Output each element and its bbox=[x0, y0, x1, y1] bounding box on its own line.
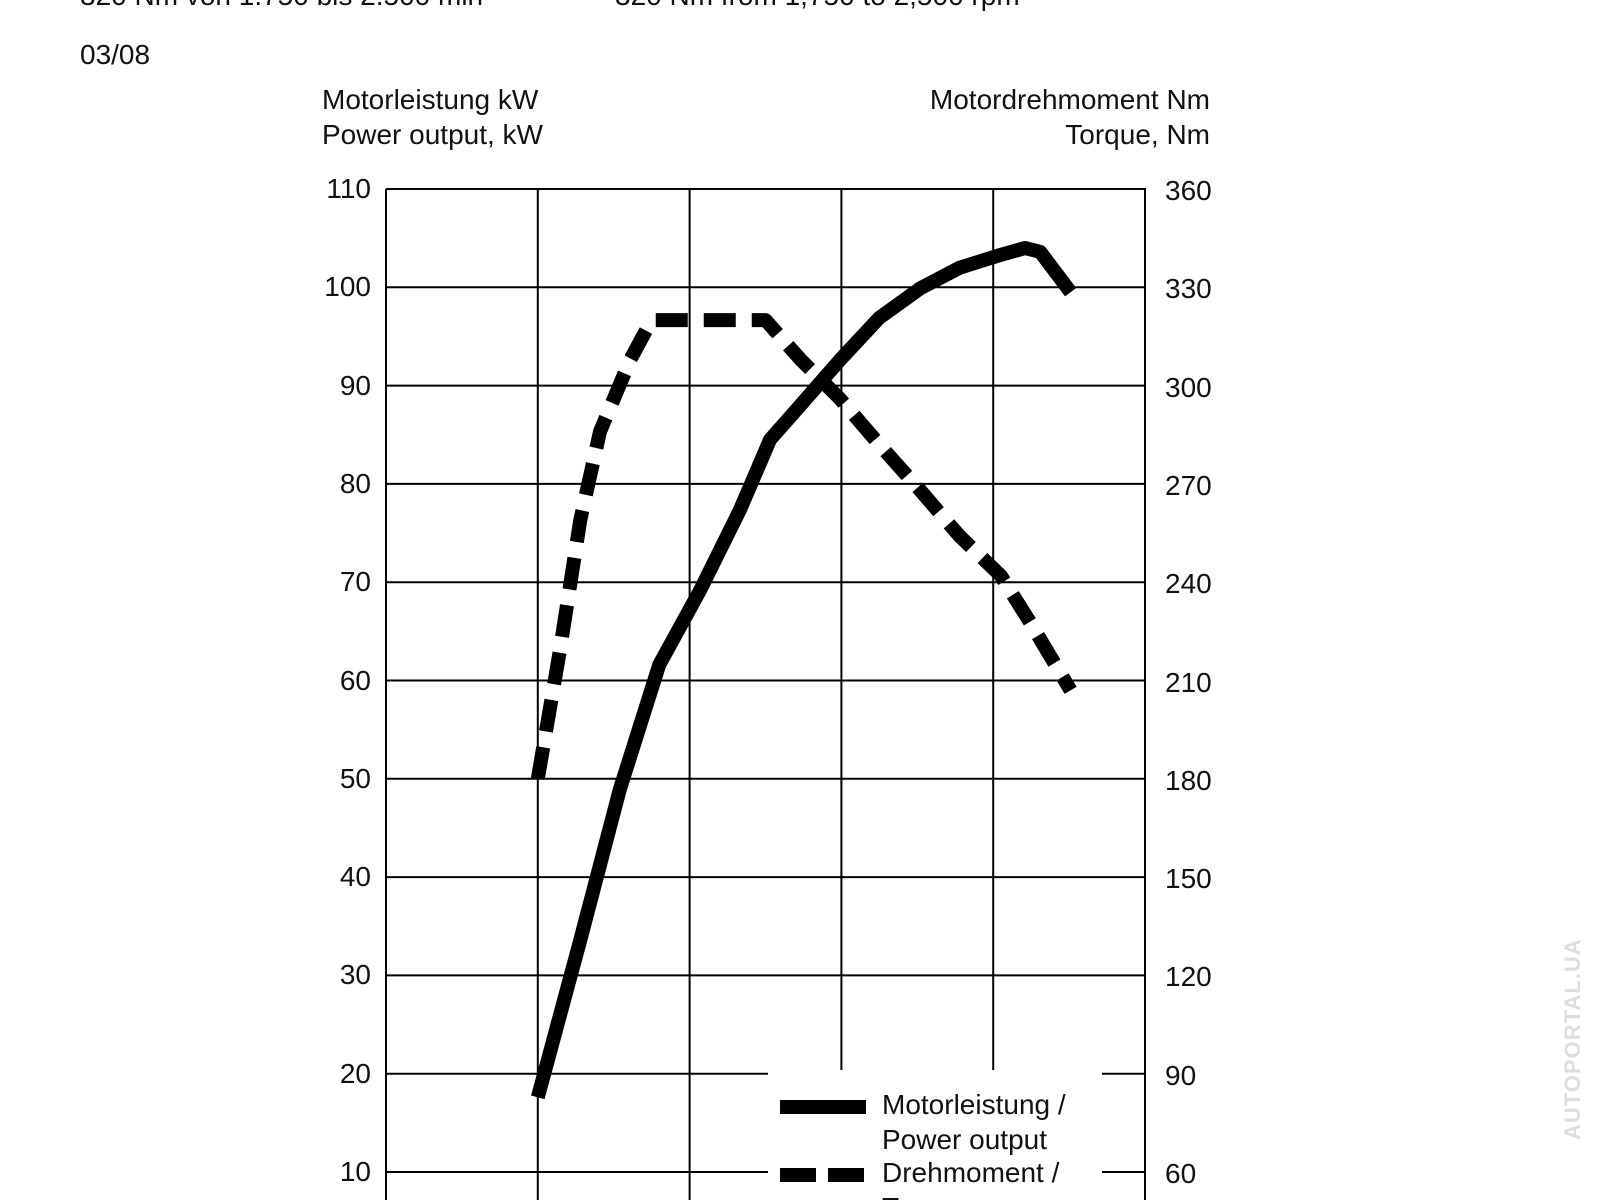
y2-axis-title: Motordrehmoment Nm Torque, Nm bbox=[929, 84, 1210, 150]
date: 03/08 bbox=[80, 39, 151, 70]
y2-tick-label: 180 bbox=[1165, 764, 1212, 796]
y2-tick-label: 90 bbox=[1165, 1059, 1197, 1091]
y-tick-label: 20 bbox=[339, 1057, 371, 1089]
y-tick-label: 40 bbox=[339, 861, 371, 893]
header-en: 320 Nm from 1,750 to 2,500 rpm bbox=[615, 0, 1020, 13]
y-tick-label: 100 bbox=[324, 271, 371, 303]
y2-tick-label: 150 bbox=[1165, 863, 1212, 895]
y-tick-label: 110 bbox=[326, 173, 371, 204]
series-line bbox=[530, 313, 1077, 780]
y2-tick-label: 120 bbox=[1165, 961, 1212, 993]
y2-tick-label: 270 bbox=[1165, 469, 1212, 501]
y-tick-label: 70 bbox=[339, 566, 371, 598]
y-tick-label: 60 bbox=[339, 664, 371, 696]
y-tick-label: 30 bbox=[339, 959, 371, 991]
y2-tick-label: 240 bbox=[1165, 568, 1212, 600]
y-tick-label: 10 bbox=[339, 1156, 371, 1187]
y2-tick-label: 210 bbox=[1165, 666, 1212, 698]
y2-tick-label: 330 bbox=[1165, 273, 1212, 305]
legend-label: Drehmoment / Torque bbox=[882, 1157, 1060, 1200]
y2-tick-label: 300 bbox=[1165, 371, 1212, 403]
y-tick-label: 80 bbox=[339, 467, 371, 499]
watermark: AUTOPORTAL.UA bbox=[1560, 938, 1585, 1140]
y-tick-label: 90 bbox=[339, 369, 371, 401]
legend-box bbox=[768, 1070, 1102, 1200]
legend-label: Motorleistung / Power output bbox=[882, 1089, 1066, 1155]
header-de: 320 Nm von 1.750 bis 2.500 min bbox=[80, 0, 483, 13]
y2-tick-label: 60 bbox=[1165, 1158, 1197, 1189]
y2-tick-label: 360 bbox=[1165, 175, 1212, 206]
y-tick-label: 50 bbox=[339, 762, 371, 794]
y-axis-title: Motorleistung kW Power output, kW bbox=[322, 84, 543, 150]
